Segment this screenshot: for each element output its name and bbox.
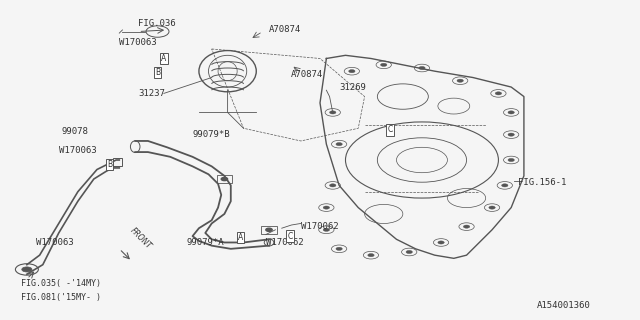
Text: A: A (237, 233, 243, 242)
Circle shape (502, 184, 508, 187)
Text: W170063: W170063 (36, 238, 74, 247)
Circle shape (457, 79, 463, 82)
Circle shape (221, 178, 228, 180)
Circle shape (463, 225, 470, 228)
Circle shape (336, 142, 342, 146)
Bar (261, 226, 276, 234)
Circle shape (368, 253, 374, 257)
Text: 31237: 31237 (138, 89, 165, 98)
Circle shape (489, 206, 495, 209)
Text: FIG.081('15MY- ): FIG.081('15MY- ) (20, 293, 100, 302)
Text: W170063: W170063 (119, 38, 157, 47)
Text: C: C (387, 125, 393, 134)
Text: A154001360: A154001360 (537, 301, 591, 310)
Circle shape (266, 228, 272, 231)
Circle shape (349, 69, 355, 73)
Text: A70874: A70874 (291, 70, 324, 79)
Text: C: C (287, 232, 292, 241)
Text: FRONT: FRONT (129, 226, 154, 251)
Circle shape (381, 63, 387, 67)
Circle shape (330, 111, 336, 114)
Text: B: B (155, 68, 160, 77)
Circle shape (406, 251, 412, 253)
Circle shape (419, 67, 425, 69)
Text: FIG.036: FIG.036 (138, 19, 176, 28)
Circle shape (508, 158, 515, 162)
Circle shape (508, 133, 515, 136)
Bar (113, 158, 122, 166)
Circle shape (438, 241, 444, 244)
Text: A: A (161, 54, 166, 63)
Text: 99079*A: 99079*A (186, 238, 224, 247)
Circle shape (508, 111, 515, 114)
Circle shape (495, 92, 502, 95)
Circle shape (336, 247, 342, 251)
Text: A70874: A70874 (269, 25, 301, 35)
Text: FIG.035( -'14MY): FIG.035( -'14MY) (20, 279, 100, 288)
Text: FIG.156-1: FIG.156-1 (518, 178, 566, 187)
Circle shape (323, 206, 330, 209)
Text: 99079*B: 99079*B (193, 130, 230, 139)
Circle shape (330, 184, 336, 187)
Text: W170062: W170062 (301, 222, 339, 231)
Text: B: B (107, 160, 112, 169)
Text: W170062: W170062 (266, 238, 303, 247)
Text: 31269: 31269 (339, 83, 366, 92)
Text: W170063: W170063 (59, 146, 97, 155)
Bar (217, 175, 232, 183)
Text: 99078: 99078 (62, 127, 89, 136)
Circle shape (22, 267, 32, 272)
Circle shape (323, 228, 330, 231)
